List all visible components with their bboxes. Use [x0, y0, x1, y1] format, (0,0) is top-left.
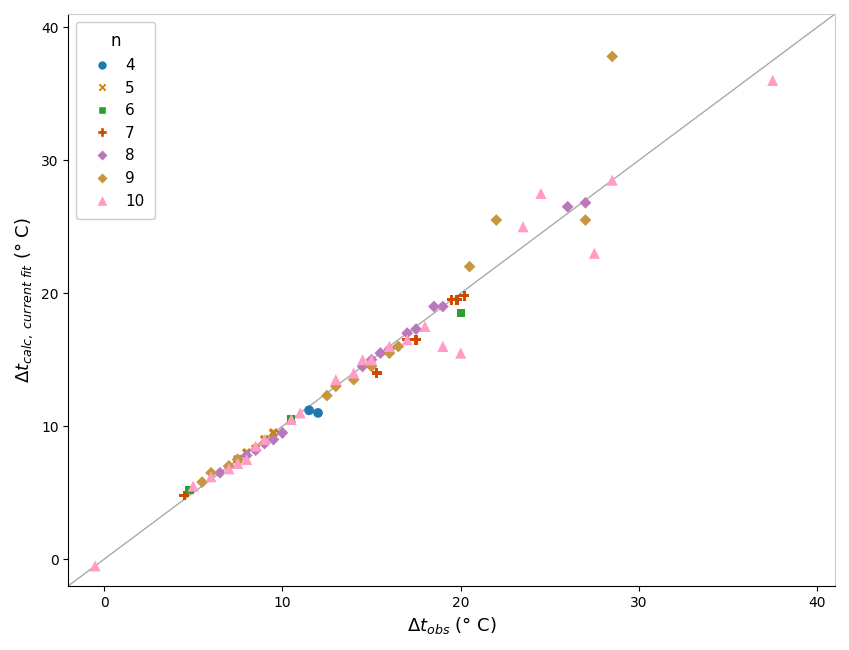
Point: [450, 294, 464, 305]
Point: [267, 434, 280, 445]
Point: [534, 188, 548, 199]
Y-axis label: $\Delta t_{calc,\ \mathit{current\ fit}}$ (° C): $\Delta t_{calc,\ \mathit{current\ fit}}…: [14, 217, 36, 383]
Point: [419, 321, 432, 332]
Point: [302, 405, 316, 415]
Point: [276, 428, 290, 438]
Point: [329, 381, 343, 391]
Point: [766, 75, 779, 86]
Point: [383, 344, 396, 354]
Point: [401, 335, 414, 345]
Point: [365, 354, 379, 365]
Point: [183, 485, 196, 495]
Point: [284, 414, 298, 424]
Point: [391, 341, 405, 352]
Point: [409, 335, 423, 345]
Point: [365, 361, 379, 372]
Point: [356, 361, 369, 372]
Point: [458, 291, 471, 301]
Point: [463, 261, 476, 272]
Point: [312, 408, 325, 418]
Point: [383, 341, 396, 352]
Point: [605, 175, 619, 185]
Point: [205, 471, 218, 482]
Point: [284, 414, 298, 424]
Point: [588, 248, 601, 259]
Point: [383, 348, 396, 358]
Point: [258, 434, 272, 445]
Point: [374, 348, 387, 358]
Point: [284, 414, 298, 424]
Point: [258, 438, 272, 448]
Point: [258, 434, 272, 445]
Point: [222, 463, 236, 474]
Point: [356, 354, 369, 365]
Point: [249, 445, 262, 456]
Point: [579, 215, 593, 226]
Point: [391, 341, 405, 352]
Point: [605, 51, 619, 62]
Point: [436, 341, 450, 352]
Point: [249, 444, 262, 454]
Point: [383, 348, 396, 358]
Point: [370, 368, 384, 378]
Point: [401, 328, 414, 338]
Point: [205, 467, 218, 478]
Point: [347, 374, 361, 385]
Point: [516, 222, 530, 232]
Point: [231, 454, 245, 465]
Point: [222, 461, 236, 471]
Point: [267, 434, 280, 445]
Legend: 4, 5, 6, 7, 8, 9, 10: 4, 5, 6, 7, 8, 9, 10: [76, 21, 155, 220]
Point: [240, 454, 254, 465]
Point: [561, 202, 575, 212]
Point: [267, 428, 280, 438]
Point: [213, 467, 227, 478]
Point: [579, 198, 593, 208]
Point: [240, 448, 254, 458]
Point: [231, 454, 245, 465]
Point: [240, 450, 254, 461]
Point: [454, 308, 468, 318]
Point: [347, 368, 361, 378]
Point: [401, 335, 414, 345]
Point: [436, 302, 450, 312]
Point: [490, 215, 503, 226]
Point: [276, 428, 290, 438]
Point: [195, 477, 209, 488]
Point: [329, 374, 343, 385]
Point: [454, 348, 468, 358]
Point: [222, 461, 236, 471]
Point: [409, 324, 423, 334]
X-axis label: $\Delta t_{obs}$ (° C): $\Delta t_{obs}$ (° C): [407, 615, 497, 636]
Point: [320, 391, 334, 401]
Point: [187, 481, 200, 491]
Point: [177, 490, 191, 501]
Point: [365, 354, 379, 365]
Point: [427, 302, 441, 312]
Point: [294, 408, 307, 418]
Point: [88, 561, 102, 571]
Point: [249, 441, 262, 451]
Point: [231, 458, 245, 469]
Point: [231, 454, 245, 465]
Point: [445, 294, 458, 305]
